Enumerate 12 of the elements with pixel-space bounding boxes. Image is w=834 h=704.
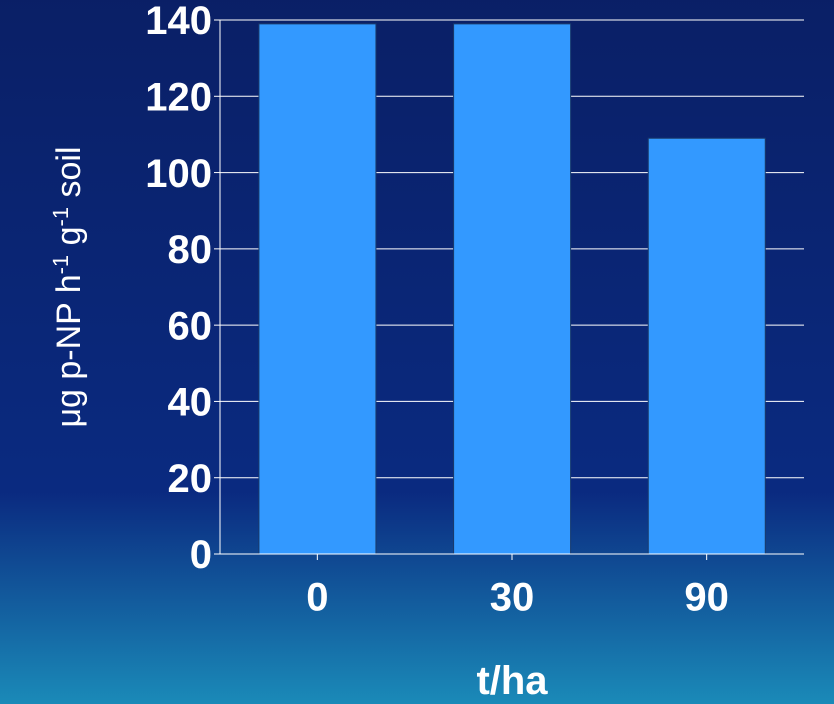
y-tick-label: 60 [168, 304, 212, 348]
x-tick-label: 90 [684, 575, 729, 620]
y-tick-label: 40 [168, 380, 212, 425]
y-tick-label: 0 [190, 533, 212, 578]
x-tick-label: 0 [306, 575, 328, 620]
y-tick-label: 20 [168, 456, 212, 501]
x-axis-title: t/ha [476, 659, 548, 703]
y-tick-label: 140 [145, 0, 212, 44]
y-tick-label: 120 [145, 75, 212, 120]
y-tick-label: 100 [145, 152, 212, 196]
x-tick-label: 30 [490, 575, 534, 620]
y-tick-label: 80 [168, 228, 212, 272]
